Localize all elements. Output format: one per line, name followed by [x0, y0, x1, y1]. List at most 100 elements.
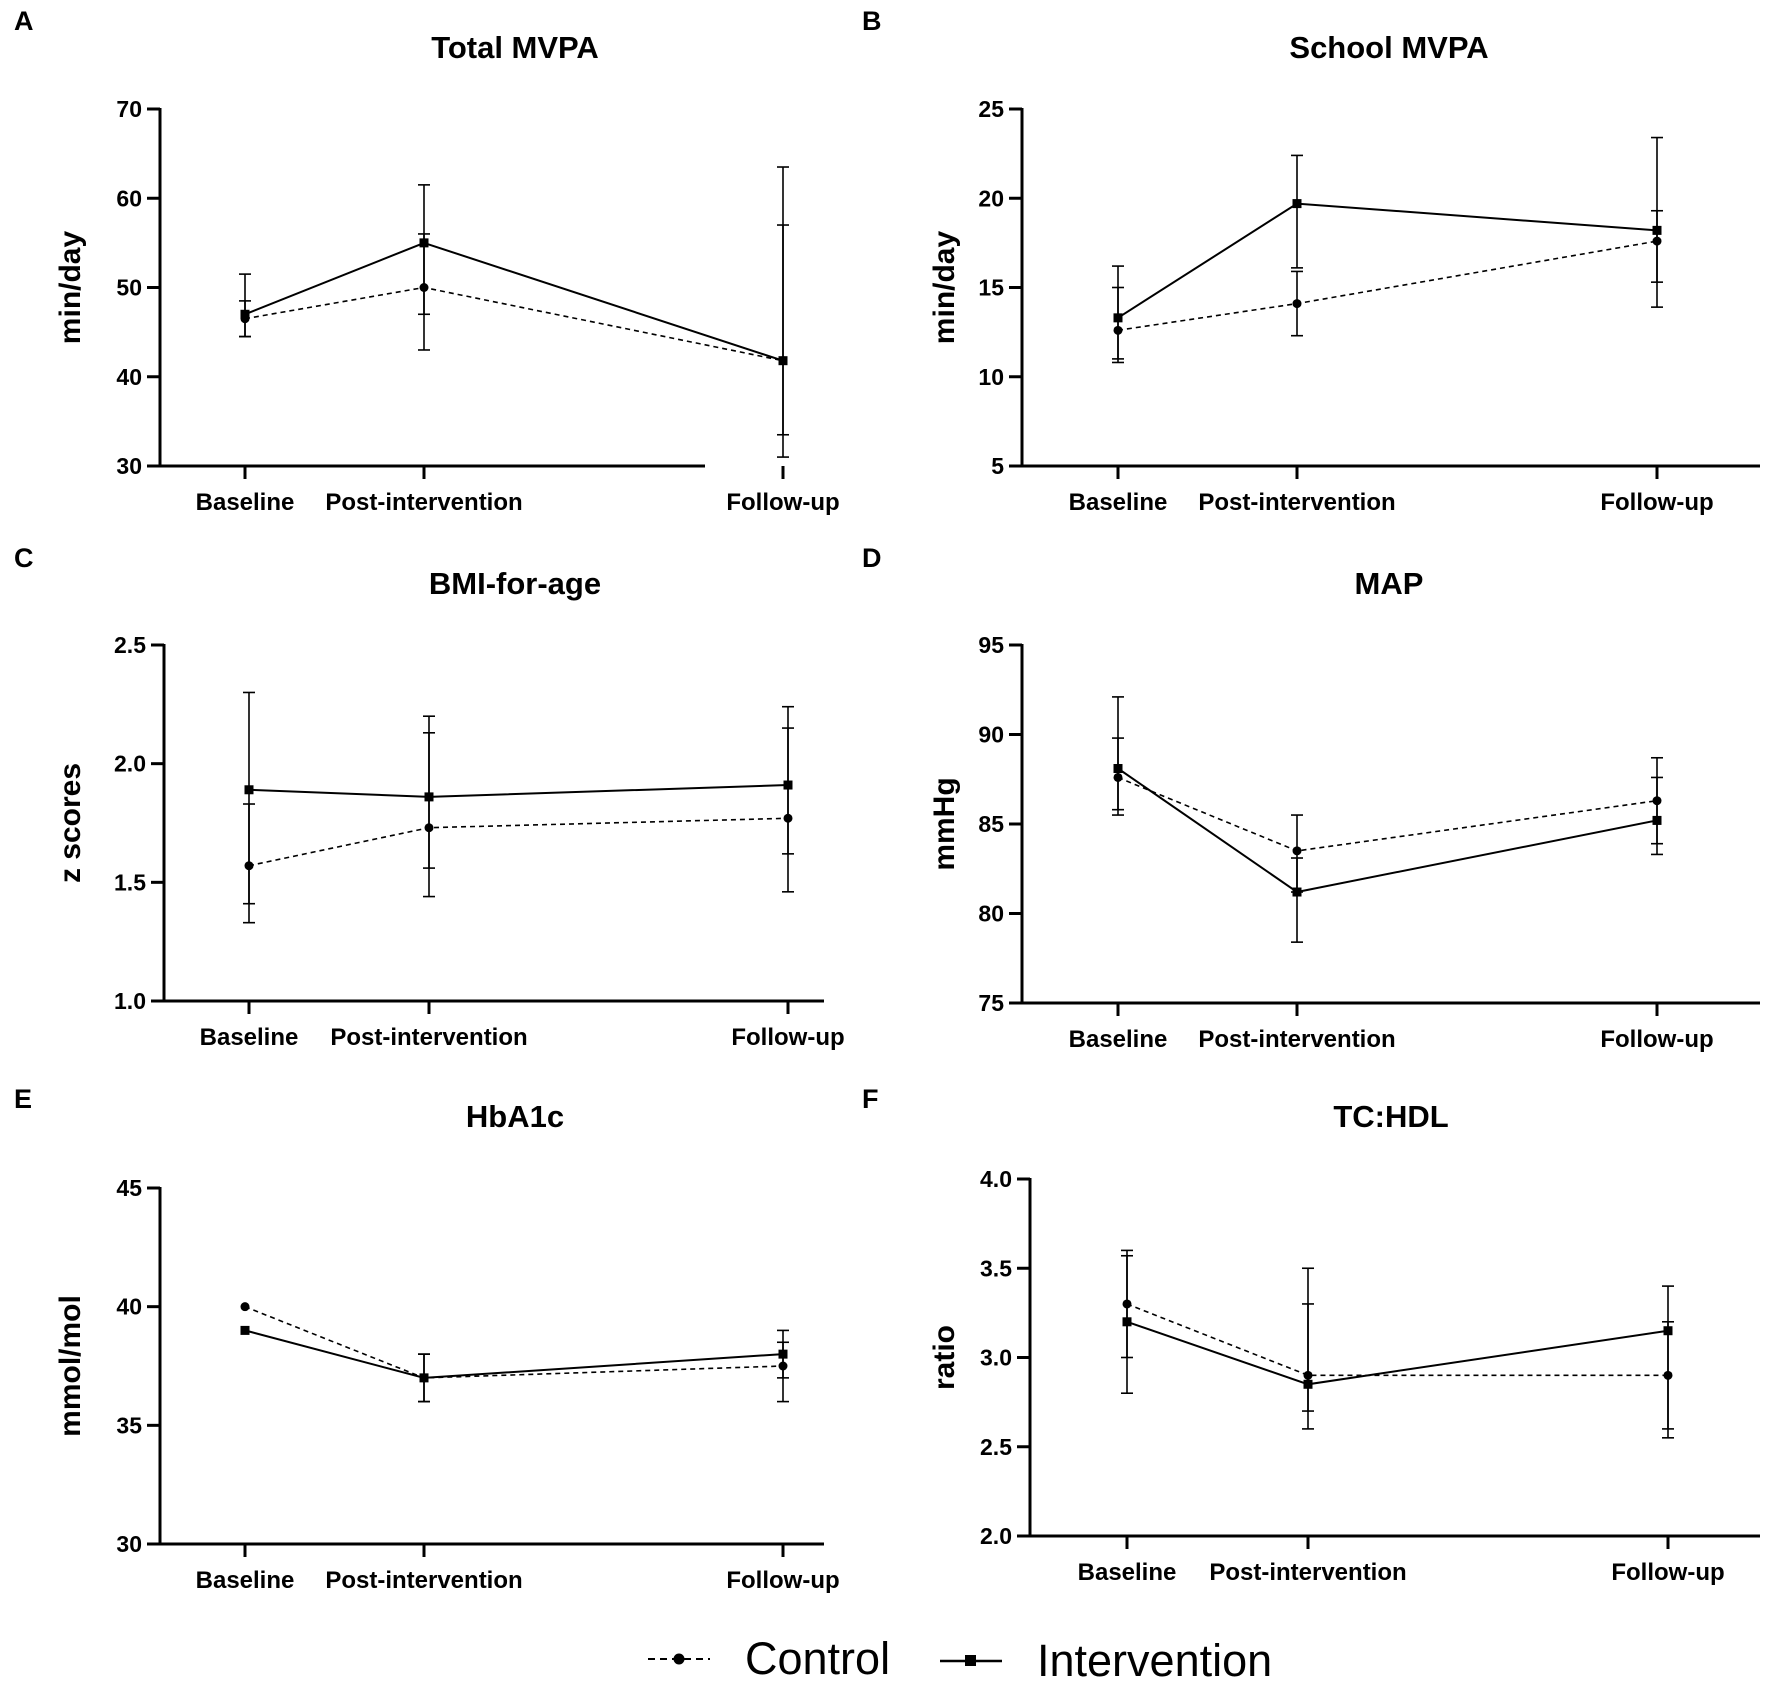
- legend: Control Intervention: [648, 1633, 1272, 1686]
- panel-d-y-tick-label: 85: [978, 811, 1004, 837]
- panel-a-title: Total MVPA: [431, 30, 599, 65]
- panel-b-intervention-line: [1117, 202, 1658, 319]
- panel-d: D MAP mmHg 75 80 85 90 95 Baseline Post-intervent…: [862, 543, 1760, 1053]
- panel-a-y-tick-label: 30: [116, 453, 142, 479]
- panel-d-control-line: [1117, 776, 1658, 852]
- panel-f-y-tick-label: 3.0: [980, 1345, 1012, 1371]
- panel-a-intervention-line: [244, 241, 784, 362]
- panels: A Total MVPA min/day 30 40 50 60 70 Baseline Post…: [14, 6, 1760, 1594]
- panel-c-y-tick-label: 2.5: [114, 632, 146, 658]
- panel-b: B School MVPA min/day 5 10 15 20 25 Baseline Post…: [862, 6, 1760, 516]
- panel-a-x-tick-label: Follow-up: [726, 489, 839, 516]
- panel-e-intervention-point: [419, 1373, 429, 1383]
- panel-c-intervention-series: [243, 691, 794, 905]
- legend-control-label: Control: [745, 1633, 890, 1684]
- panel-b-y-tick-label: 5: [991, 453, 1004, 479]
- panel-a-y-tick-label: 40: [116, 364, 142, 390]
- panel-c-y-tick-label: 2.0: [114, 751, 146, 777]
- panel-a-y-tick-label: 70: [116, 96, 142, 122]
- panel-b-x-tick-label: Post-intervention: [1198, 489, 1395, 516]
- panel-d-control-point: [1292, 846, 1302, 856]
- panel-e-x-tick-label: Follow-up: [726, 1567, 839, 1594]
- panel-f-x-tick-label: Follow-up: [1611, 1559, 1724, 1586]
- legend-intervention-marker: [965, 1655, 976, 1666]
- panel-d-control-series: [1112, 737, 1663, 893]
- panel-f-y-tick-label: 2.0: [980, 1523, 1012, 1549]
- panel-e-intervention-series: [240, 1325, 789, 1403]
- panel-a-intervention-series: [239, 166, 789, 458]
- panel-c-intervention-line: [248, 784, 789, 798]
- panel-e-title: HbA1c: [466, 1099, 564, 1134]
- panel-e-x-tick-label: Baseline: [196, 1567, 295, 1594]
- panel-d-y-tick-label: 75: [978, 990, 1004, 1016]
- panel-d-title: MAP: [1355, 566, 1424, 601]
- panel-b-x-tick-label: Baseline: [1069, 489, 1168, 516]
- panel-e: E HbA1c mmol/mol 30 35 40 45 Baseline Post-inter…: [14, 1084, 840, 1594]
- panel-f-control-line: [1126, 1303, 1668, 1377]
- panel-b-x-tick-label: Follow-up: [1600, 489, 1713, 516]
- panel-d-y-tick-label: 90: [978, 722, 1004, 748]
- panel-a-letter: A: [14, 6, 34, 36]
- panel-c-intervention-point: [424, 792, 434, 802]
- panel-a-intervention-point: [419, 238, 429, 248]
- panel-d-x-tick-label: Post-intervention: [1198, 1026, 1395, 1053]
- panel-e-y-tick-label: 45: [116, 1175, 142, 1201]
- panel-e-y-tick-label: 40: [116, 1294, 142, 1320]
- panel-c-letter: C: [14, 543, 34, 573]
- panel-f-intervention-point: [1122, 1317, 1132, 1327]
- panel-e-y-tick-label: 30: [116, 1531, 142, 1557]
- panel-d-y-tick-label: 80: [978, 901, 1004, 927]
- panel-a-intervention-point: [778, 356, 788, 366]
- panel-e-y-axis-label: mmol/mol: [54, 1295, 87, 1437]
- panel-d-intervention-point: [1652, 815, 1662, 825]
- panel-c-intervention-point: [783, 780, 793, 790]
- panel-f-intervention-point: [1663, 1326, 1673, 1336]
- panel-e-control-point: [240, 1302, 250, 1312]
- panel-f-control-series: [1121, 1249, 1674, 1439]
- panel-d-x-tick-label: Baseline: [1069, 1026, 1168, 1053]
- panel-d-letter: D: [862, 543, 882, 573]
- panel-b-y-tick-label: 10: [978, 364, 1004, 390]
- panel-a-control-series: [239, 224, 789, 436]
- panel-c-x-tick-label: Post-intervention: [330, 1024, 527, 1051]
- panel-b-control-point: [1292, 299, 1302, 309]
- panel-e-x-tick-label: Post-intervention: [325, 1567, 522, 1594]
- legend-control-marker: [673, 1653, 685, 1665]
- panel-a-y-tick-label: 60: [116, 185, 142, 211]
- panel-f-y-tick-label: 4.0: [980, 1166, 1012, 1192]
- panel-e-control-line: [244, 1305, 784, 1379]
- legend-intervention-label: Intervention: [1037, 1635, 1272, 1686]
- panel-f-y-axis-label: ratio: [928, 1325, 961, 1390]
- panel-a-x-tick-label: Post-intervention: [325, 489, 522, 516]
- panel-c-y-axis-label: z scores: [54, 763, 87, 883]
- panel-f-intervention-point: [1303, 1379, 1313, 1389]
- panel-f-title: TC:HDL: [1333, 1099, 1448, 1134]
- panel-c-y-tick-label: 1.0: [114, 988, 146, 1014]
- panel-a-intervention-point: [240, 309, 250, 319]
- panel-d-intervention-point: [1113, 764, 1123, 774]
- panel-b-y-tick-label: 15: [978, 275, 1004, 301]
- panel-a-control-line: [244, 286, 784, 362]
- panel-b-y-axis-label: min/day: [928, 231, 961, 345]
- panel-d-intervention-line: [1117, 767, 1658, 894]
- panel-c-control-series: [243, 727, 794, 924]
- panel-f-intervention-line: [1126, 1320, 1669, 1386]
- panel-d-x-tick-label: Follow-up: [1600, 1026, 1713, 1053]
- panel-d-y-tick-label: 95: [978, 632, 1004, 658]
- panel-b-letter: B: [862, 6, 882, 36]
- panel-b-intervention-point: [1113, 313, 1123, 323]
- panel-b-control-line: [1117, 240, 1658, 332]
- panel-c: C BMI-for-age z scores 1.0 1.5 2.0 2.5 Baseline…: [14, 543, 845, 1051]
- panel-f-x-tick-label: Post-intervention: [1209, 1559, 1406, 1586]
- panel-b-control-series: [1112, 209, 1663, 360]
- panel-b-y-tick-label: 25: [978, 96, 1004, 122]
- panel-e-intervention-point: [778, 1349, 788, 1359]
- panel-f-x-tick-label: Baseline: [1078, 1559, 1177, 1586]
- panel-f-y-tick-label: 2.5: [980, 1434, 1012, 1460]
- panel-b-intervention-series: [1112, 136, 1663, 364]
- panel-a-y-tick-label: 50: [116, 275, 142, 301]
- panel-c-title: BMI-for-age: [429, 566, 601, 601]
- panel-d-intervention-series: [1112, 696, 1663, 943]
- panel-a: A Total MVPA min/day 30 40 50 60 70 Baseline Post…: [14, 6, 840, 516]
- panel-a-y-axis-label: min/day: [54, 231, 87, 345]
